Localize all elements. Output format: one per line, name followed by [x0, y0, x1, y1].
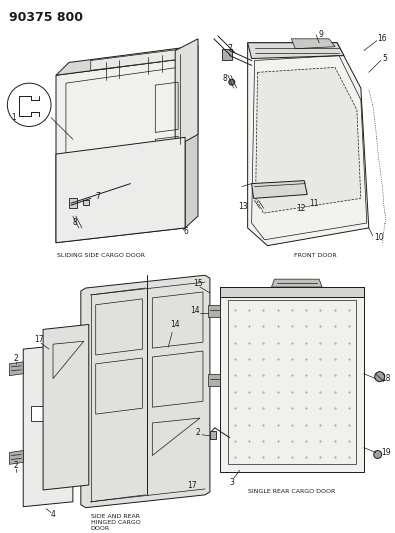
Text: 7: 7 — [95, 192, 100, 201]
Text: 5: 5 — [382, 54, 387, 63]
Polygon shape — [23, 344, 73, 507]
Text: 14: 14 — [190, 306, 200, 315]
Circle shape — [8, 83, 51, 126]
Text: SIDE AND REAR
HINGED CARGO
DOOR: SIDE AND REAR HINGED CARGO DOOR — [91, 514, 141, 531]
Bar — [222, 49, 232, 60]
Polygon shape — [185, 46, 198, 228]
Circle shape — [229, 79, 235, 85]
Text: 9: 9 — [319, 30, 324, 39]
Polygon shape — [175, 39, 198, 147]
Text: SINGLE REAR CARGO DOOR: SINGLE REAR CARGO DOOR — [248, 489, 335, 495]
Polygon shape — [208, 374, 220, 385]
Text: 90375 800: 90375 800 — [9, 11, 83, 24]
Polygon shape — [91, 49, 185, 70]
Polygon shape — [9, 362, 23, 376]
Text: 17: 17 — [34, 335, 44, 344]
Polygon shape — [208, 305, 220, 317]
Text: 4: 4 — [51, 510, 55, 519]
Circle shape — [374, 450, 382, 458]
Text: FRONT DOOR: FRONT DOOR — [294, 253, 337, 258]
Text: 3: 3 — [229, 478, 234, 487]
Text: 1: 1 — [11, 113, 16, 122]
Text: 12: 12 — [297, 204, 306, 213]
Polygon shape — [43, 325, 89, 490]
Text: 6: 6 — [184, 228, 188, 236]
Text: 14: 14 — [170, 320, 180, 329]
Polygon shape — [252, 181, 307, 198]
Polygon shape — [220, 287, 364, 472]
Text: 8: 8 — [222, 74, 227, 83]
Text: 16: 16 — [377, 34, 387, 43]
Bar — [31, 406, 59, 421]
Text: 2: 2 — [196, 429, 200, 437]
Polygon shape — [56, 59, 185, 243]
Polygon shape — [81, 275, 210, 507]
Polygon shape — [56, 46, 198, 75]
Text: 15: 15 — [193, 279, 203, 288]
Polygon shape — [256, 67, 361, 213]
Text: 19: 19 — [381, 448, 391, 457]
Bar — [83, 200, 89, 205]
Polygon shape — [271, 279, 322, 287]
Text: 11: 11 — [309, 199, 319, 208]
Text: 17: 17 — [187, 481, 197, 489]
Text: 8: 8 — [73, 217, 77, 227]
Text: 7: 7 — [228, 44, 232, 53]
Text: 2: 2 — [14, 461, 19, 470]
Polygon shape — [220, 287, 364, 297]
Circle shape — [375, 372, 385, 382]
Polygon shape — [56, 138, 185, 243]
Text: 18: 18 — [381, 374, 390, 383]
Text: 10: 10 — [374, 233, 384, 243]
Bar — [210, 431, 216, 439]
Bar — [69, 198, 77, 208]
Text: 13: 13 — [238, 202, 248, 211]
Text: SLIDING SIDE CARGO DOOR: SLIDING SIDE CARGO DOOR — [57, 253, 145, 258]
Text: 2: 2 — [14, 354, 19, 364]
Polygon shape — [292, 39, 335, 49]
Polygon shape — [9, 450, 23, 464]
Polygon shape — [248, 43, 369, 246]
Polygon shape — [248, 43, 344, 59]
